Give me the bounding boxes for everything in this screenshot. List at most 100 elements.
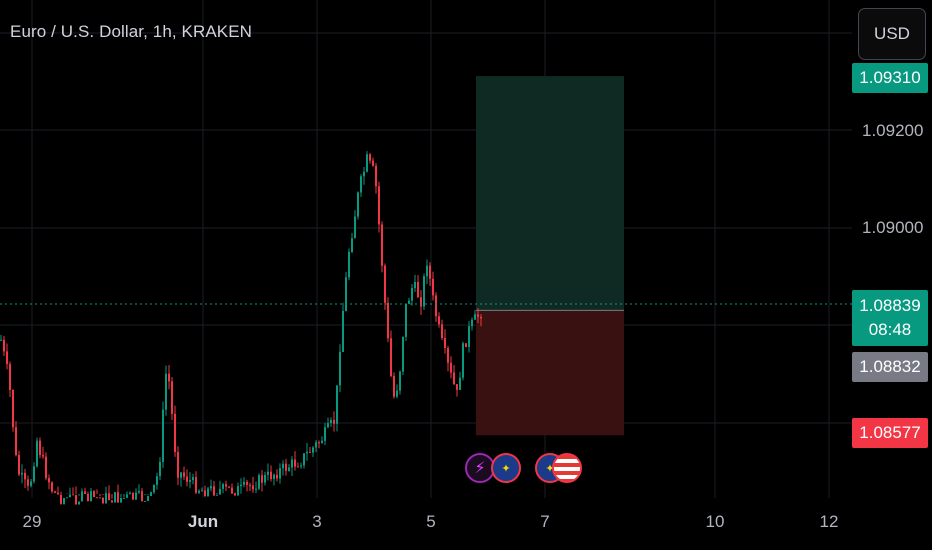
candle-body: [342, 310, 344, 352]
candle-body: [297, 466, 299, 468]
candle-body: [360, 176, 362, 193]
time-axis-label: 7: [540, 512, 550, 531]
candle-body: [237, 486, 239, 496]
candle-body: [132, 492, 134, 500]
candle-body: [153, 484, 155, 493]
candle-body: [30, 481, 32, 486]
us-flag-icon[interactable]: [552, 453, 582, 483]
candle-body: [408, 300, 410, 304]
entry-price-tag[interactable]: 1.08832: [852, 352, 928, 382]
candle-body: [471, 319, 473, 327]
candle-body: [21, 472, 23, 475]
candle-body: [45, 456, 47, 479]
candle-body: [405, 303, 407, 337]
candle-body: [210, 486, 212, 489]
candle-body: [12, 390, 14, 428]
time-axis-label: 29: [22, 512, 42, 531]
candle-body: [333, 419, 335, 424]
currency-button[interactable]: USD: [858, 8, 926, 60]
eu-flag-icon[interactable]: ✦: [491, 453, 521, 483]
candle-body: [201, 490, 203, 492]
candle-body: [48, 478, 50, 483]
candle-body: [222, 484, 224, 489]
candle-body: [96, 497, 98, 499]
candle-body: [162, 409, 164, 462]
candle-body: [348, 251, 350, 278]
candle-body: [444, 338, 446, 349]
target-price-tag[interactable]: 1.09310: [852, 63, 928, 93]
candle-body: [423, 276, 425, 307]
candle-body: [474, 314, 476, 320]
candle-body: [273, 474, 275, 480]
time-axis-label: 10: [705, 512, 725, 531]
candle-body: [198, 490, 200, 493]
candle-body: [354, 216, 356, 239]
candle-body: [438, 316, 440, 325]
candle-body: [276, 474, 278, 479]
candle-body: [177, 452, 179, 478]
candle-body: [51, 482, 53, 492]
current-price-value: 1.08839: [859, 296, 921, 315]
candle-body: [0, 339, 2, 341]
candle-body: [249, 484, 251, 486]
candle-body: [78, 501, 80, 505]
candle-body: [402, 336, 404, 372]
candle-body: [234, 493, 236, 496]
candle-body: [453, 372, 455, 385]
candle-body: [459, 377, 461, 390]
candle-body: [225, 484, 227, 487]
candle-body: [426, 265, 428, 277]
candle-body: [264, 474, 266, 483]
candle-body: [105, 493, 107, 504]
candle-body: [312, 447, 314, 453]
candle-body: [372, 160, 374, 166]
candle-body: [135, 492, 137, 500]
candle-body: [33, 466, 35, 482]
candle-body: [279, 468, 281, 479]
current-price-tag: 1.08839 08:48: [852, 290, 928, 346]
candle-body: [42, 455, 44, 457]
stop-price-tag[interactable]: 1.08577: [852, 418, 928, 448]
candle-body: [351, 238, 353, 252]
candle-body: [195, 477, 197, 493]
candle-body: [60, 494, 62, 505]
candle-body: [357, 192, 359, 217]
time-axis-label: 5: [426, 512, 436, 531]
candle-body: [228, 486, 230, 488]
candle-body: [366, 154, 368, 172]
candle-body: [129, 492, 131, 495]
candle-body: [414, 281, 416, 289]
candle-body: [375, 165, 377, 187]
candle-body: [114, 492, 116, 503]
candle-body: [90, 491, 92, 502]
candle-body: [288, 467, 290, 471]
candle-body: [15, 427, 17, 456]
candle-body: [324, 427, 326, 441]
candle-body: [267, 471, 269, 475]
candle-body: [363, 171, 365, 177]
candle-body: [258, 475, 260, 489]
candle-body: [75, 494, 77, 505]
candle-body: [465, 343, 467, 347]
candle-body: [150, 492, 152, 497]
long-position-tool: [476, 76, 624, 436]
candle-body: [381, 224, 383, 266]
candle-body: [327, 423, 329, 428]
candle-body: [435, 295, 437, 317]
candle-body: [171, 381, 173, 414]
candle-body: [318, 442, 320, 444]
candle-body: [339, 351, 341, 386]
candle-body: [138, 491, 140, 493]
candle-body: [180, 472, 182, 478]
candle-body: [165, 373, 167, 410]
candle-body: [294, 459, 296, 467]
lightning-icon[interactable]: ⚡: [465, 453, 495, 483]
candle-body: [447, 348, 449, 363]
profit-zone: [476, 76, 624, 311]
candle-body: [87, 494, 89, 502]
candlestick-series: [0, 151, 482, 505]
candle-body: [93, 491, 95, 498]
candle-body: [156, 476, 158, 485]
candle-body: [174, 413, 176, 453]
